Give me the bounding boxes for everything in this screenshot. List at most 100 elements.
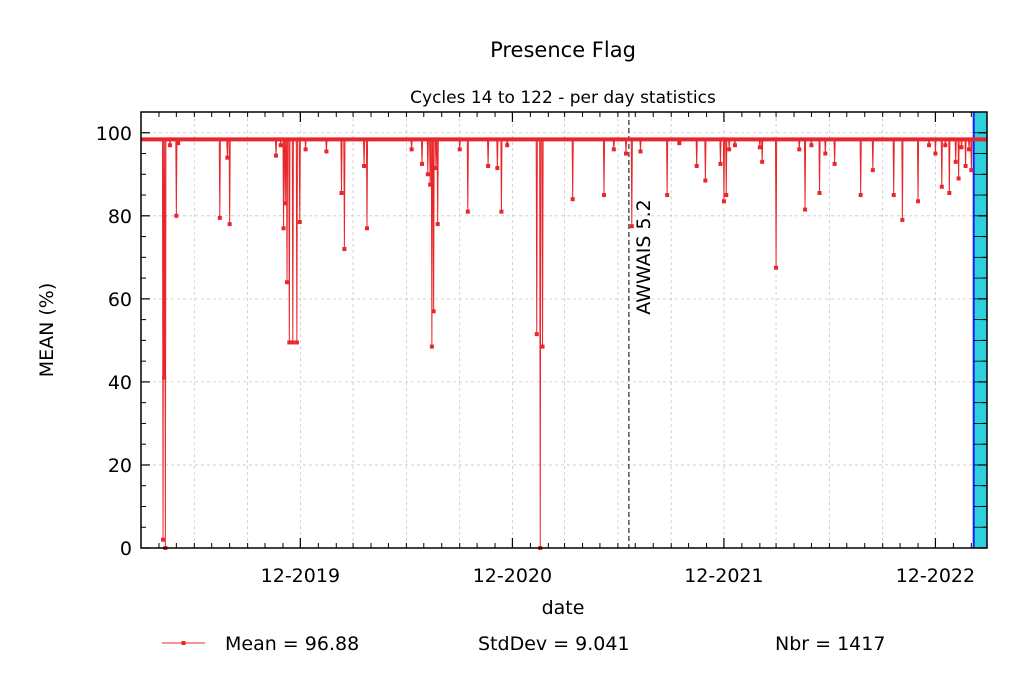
legend: Mean = 96.88 StdDev = 9.041 Nbr = 1417	[162, 633, 885, 655]
data-point	[217, 215, 222, 220]
x-axis-label: date	[542, 597, 585, 619]
data-point	[967, 147, 972, 152]
data-point	[274, 153, 279, 158]
data-point	[465, 209, 470, 214]
data-point	[959, 145, 964, 150]
data-point	[285, 280, 290, 285]
data-point	[760, 159, 765, 164]
data-point	[823, 151, 828, 156]
data-point	[803, 207, 808, 212]
data-point	[225, 155, 230, 160]
tick-labels: 0 20 40 60 80 100 12-2019 12-2020 12-2021 12-2022	[96, 123, 975, 587]
data-point	[324, 149, 329, 154]
data-point	[939, 184, 944, 189]
data-point	[953, 159, 958, 164]
y-axis-label: MEAN (%)	[36, 283, 58, 378]
x-tick-label: 12-2022	[896, 565, 975, 587]
annotation-layer: AWWAIS 5.2	[628, 112, 655, 548]
y-tick-label: 20	[108, 455, 132, 477]
data-point	[724, 193, 729, 198]
series-layer	[140, 137, 988, 550]
data-point	[227, 222, 232, 227]
data-point	[943, 143, 948, 148]
data-point	[933, 151, 938, 156]
data-point	[339, 190, 344, 195]
data-point	[947, 190, 952, 195]
data-point	[638, 149, 643, 154]
data-point	[362, 163, 367, 168]
highlight-band-fill	[973, 112, 987, 548]
y-tick-label: 0	[120, 538, 132, 560]
y-tick-label: 40	[108, 372, 132, 394]
data-point	[969, 168, 974, 173]
y-tick-label: 60	[108, 289, 132, 311]
data-point	[425, 172, 430, 177]
data-point	[757, 145, 762, 150]
data-point	[732, 143, 737, 148]
y-tick-label: 80	[108, 206, 132, 228]
data-point	[294, 340, 299, 345]
data-point	[858, 193, 863, 198]
data-point	[570, 197, 575, 202]
data-point	[176, 141, 181, 146]
data-point	[809, 143, 814, 148]
data-point	[727, 147, 732, 152]
axis-ticks	[140, 111, 987, 549]
data-point	[870, 168, 875, 173]
data-point	[457, 147, 462, 152]
data-point	[303, 147, 308, 152]
chart-subtitle: Cycles 14 to 122 - per day statistics	[410, 88, 716, 108]
legend-count-label: Nbr = 1417	[775, 633, 885, 655]
data-point	[161, 537, 166, 542]
legend-mean-label: Mean = 96.88	[225, 633, 359, 655]
data-point	[891, 193, 896, 198]
data-point	[611, 147, 616, 152]
data-point	[283, 201, 288, 206]
data-point	[718, 161, 723, 166]
y-tick-label: 100	[96, 123, 132, 145]
data-point	[963, 163, 968, 168]
data-point	[499, 209, 504, 214]
data-point	[495, 166, 500, 171]
data-point	[429, 344, 434, 349]
data-point	[774, 265, 779, 270]
data-point	[956, 176, 961, 181]
data-point	[428, 182, 433, 187]
data-point	[900, 217, 905, 222]
data-point	[431, 309, 436, 314]
data-point	[281, 226, 286, 231]
data-point	[174, 213, 179, 218]
data-point	[817, 190, 822, 195]
data-point	[540, 344, 545, 349]
x-tick-label: 12-2021	[684, 565, 763, 587]
chart-title: Presence Flag	[490, 38, 636, 62]
data-point	[278, 143, 283, 148]
data-point	[624, 151, 629, 156]
legend-stddev-label: StdDev = 9.041	[478, 633, 630, 655]
data-point	[927, 143, 932, 148]
data-point	[486, 163, 491, 168]
data-point	[665, 193, 670, 198]
data-point	[832, 161, 837, 166]
data-point	[721, 199, 726, 204]
highlight-band	[972, 111, 987, 549]
data-point	[433, 166, 438, 171]
x-tick-label: 12-2020	[473, 565, 552, 587]
data-point	[342, 247, 347, 252]
data-point	[601, 193, 606, 198]
x-tick-label: 12-2019	[261, 565, 340, 587]
plot-frame	[140, 111, 988, 549]
data-point	[409, 147, 414, 152]
data-point	[167, 143, 172, 148]
data-point	[703, 178, 708, 183]
data-point	[290, 340, 295, 345]
data-point	[364, 226, 369, 231]
data-point	[420, 161, 425, 166]
data-point	[287, 340, 292, 345]
series-line-mean	[140, 137, 988, 549]
data-point	[505, 143, 510, 148]
data-point	[797, 147, 802, 152]
data-point	[435, 222, 440, 227]
data-point	[297, 220, 302, 225]
data-point	[916, 199, 921, 204]
